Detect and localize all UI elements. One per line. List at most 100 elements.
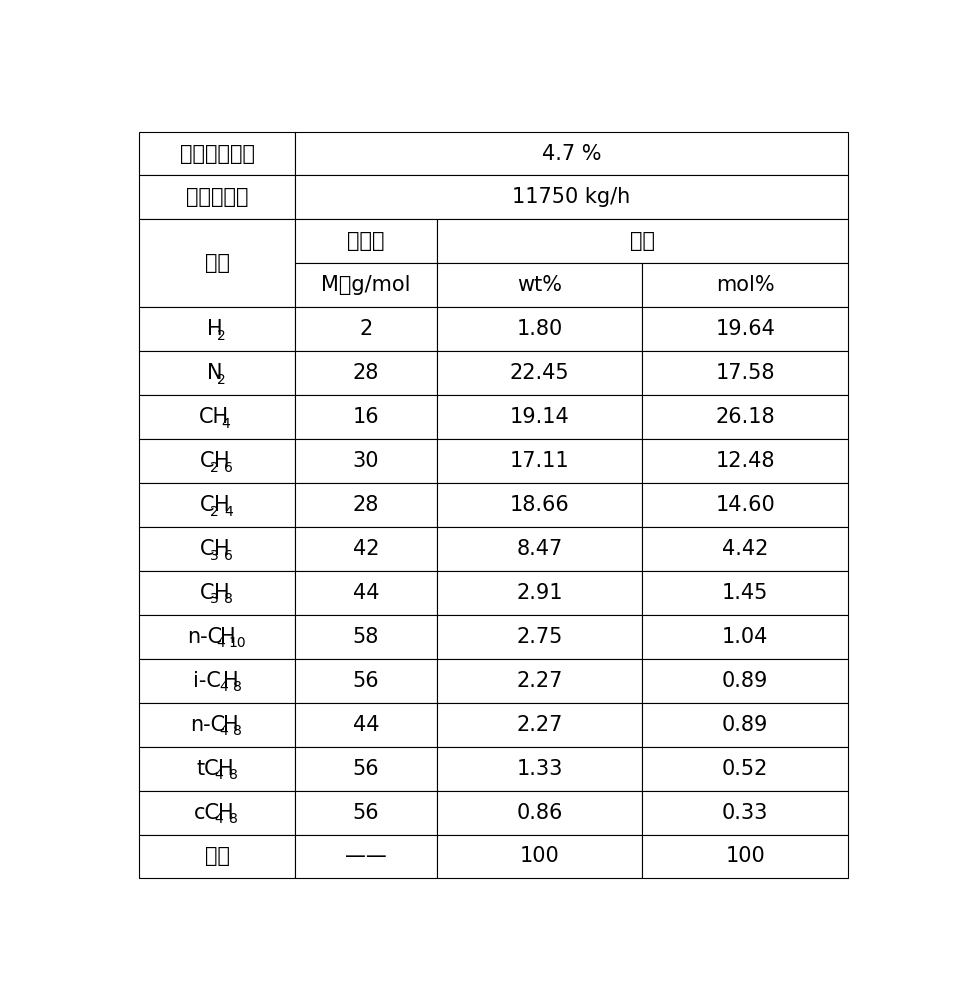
Text: tC: tC: [196, 759, 219, 779]
Text: 56: 56: [352, 759, 379, 779]
Bar: [295, 571, 437, 615]
Bar: [295, 175, 848, 219]
Text: 2: 2: [217, 373, 226, 387]
Bar: [139, 175, 295, 219]
Text: H: H: [214, 495, 229, 515]
Bar: [139, 747, 295, 791]
Bar: [642, 571, 848, 615]
Text: 6: 6: [224, 461, 233, 475]
Bar: [437, 615, 642, 659]
Text: cC: cC: [195, 803, 221, 823]
Text: 11750 kg/h: 11750 kg/h: [512, 187, 631, 207]
Bar: [295, 527, 437, 571]
Text: 2: 2: [210, 461, 219, 475]
Bar: [642, 527, 848, 571]
Bar: [139, 483, 295, 527]
Text: 19.14: 19.14: [509, 407, 569, 427]
Text: 4: 4: [215, 768, 223, 782]
Text: 炼厂干气收率: 炼厂干气收率: [179, 144, 254, 164]
Bar: [139, 703, 295, 747]
Bar: [437, 835, 642, 878]
Text: 6: 6: [224, 549, 233, 563]
Text: 组分: 组分: [204, 253, 229, 273]
Text: 2.27: 2.27: [516, 671, 562, 691]
Text: 44: 44: [352, 715, 379, 735]
Bar: [139, 791, 295, 835]
Text: 4: 4: [219, 680, 227, 694]
Bar: [437, 483, 642, 527]
Text: 100: 100: [725, 846, 766, 866]
Bar: [437, 351, 642, 395]
Text: C: C: [200, 539, 215, 559]
Text: 18.66: 18.66: [509, 495, 569, 515]
Bar: [437, 747, 642, 791]
Text: 炼厂干气量: 炼厂干气量: [186, 187, 248, 207]
Bar: [642, 351, 848, 395]
Text: mol%: mol%: [716, 275, 774, 295]
Bar: [642, 615, 848, 659]
Bar: [139, 571, 295, 615]
Bar: [139, 439, 295, 483]
Text: H: H: [222, 715, 238, 735]
Text: H: H: [207, 319, 222, 339]
Text: n-C: n-C: [190, 715, 225, 735]
Text: 4.42: 4.42: [722, 539, 768, 559]
Bar: [642, 307, 848, 351]
Text: 3: 3: [210, 592, 219, 606]
Text: i-C: i-C: [194, 671, 221, 691]
Text: C: C: [200, 495, 215, 515]
Text: 2: 2: [359, 319, 373, 339]
Bar: [295, 659, 437, 703]
Bar: [295, 747, 437, 791]
Text: 28: 28: [352, 363, 379, 383]
Text: 2: 2: [210, 505, 219, 519]
Text: 16: 16: [352, 407, 379, 427]
Text: CH: CH: [199, 407, 229, 427]
Bar: [139, 307, 295, 351]
Bar: [642, 395, 848, 439]
Text: 17.11: 17.11: [509, 451, 569, 471]
Bar: [642, 439, 848, 483]
Bar: [642, 835, 848, 878]
Text: 4: 4: [215, 812, 223, 826]
Text: 30: 30: [352, 451, 379, 471]
Bar: [139, 615, 295, 659]
Text: 14.60: 14.60: [716, 495, 775, 515]
Text: ——: ——: [345, 846, 387, 866]
Bar: [437, 307, 642, 351]
Text: 2: 2: [217, 329, 226, 343]
Text: 1.80: 1.80: [516, 319, 562, 339]
Bar: [295, 219, 437, 263]
Text: 8: 8: [233, 724, 242, 738]
Text: n-C: n-C: [187, 627, 222, 647]
Text: 8.47: 8.47: [516, 539, 562, 559]
Bar: [437, 395, 642, 439]
Bar: [642, 703, 848, 747]
Bar: [642, 263, 848, 307]
Text: 合计: 合计: [204, 846, 229, 866]
Bar: [642, 791, 848, 835]
Text: H: H: [214, 539, 229, 559]
Text: 8: 8: [228, 768, 238, 782]
Text: 分子量: 分子量: [348, 231, 384, 251]
Text: M，g/mol: M，g/mol: [322, 275, 410, 295]
Text: 0.89: 0.89: [722, 671, 768, 691]
Bar: [295, 439, 437, 483]
Text: 4: 4: [224, 505, 233, 519]
Bar: [295, 351, 437, 395]
Bar: [139, 395, 295, 439]
Bar: [295, 132, 848, 175]
Text: C: C: [200, 583, 215, 603]
Text: 26.18: 26.18: [716, 407, 775, 427]
Text: 0.33: 0.33: [722, 803, 768, 823]
Bar: [437, 659, 642, 703]
Text: H: H: [214, 583, 229, 603]
Bar: [295, 395, 437, 439]
Text: 28: 28: [352, 495, 379, 515]
Text: 4: 4: [219, 724, 227, 738]
Bar: [642, 747, 848, 791]
Text: 19.64: 19.64: [716, 319, 775, 339]
Text: H: H: [214, 451, 229, 471]
Text: 8: 8: [228, 812, 238, 826]
Bar: [642, 659, 848, 703]
